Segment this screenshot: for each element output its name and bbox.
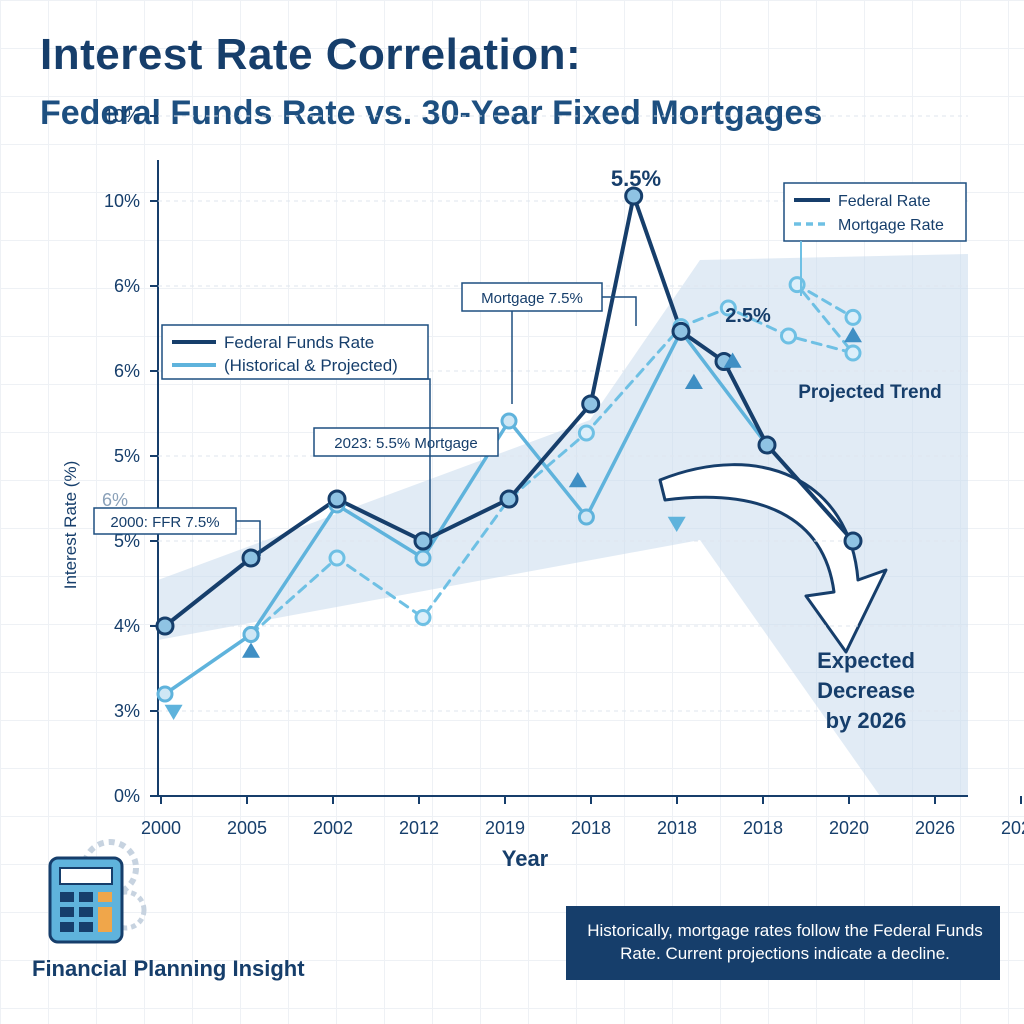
data-point — [500, 412, 518, 430]
callout-2023-text: 2023: 5.5% Mortgage — [334, 435, 477, 452]
legend-left-item-1: Federal Funds Rate — [224, 333, 374, 352]
x-tick-label: 2012 — [399, 818, 439, 838]
x-tick-label: 2002 — [313, 818, 353, 838]
x-tick-label: 2000 — [141, 818, 181, 838]
data-point — [780, 327, 797, 345]
expected-decrease-arrow-icon — [658, 463, 888, 654]
up-triangle-marker — [242, 642, 260, 658]
data-point — [577, 508, 595, 526]
calculator-logo-icon — [48, 839, 147, 944]
data-point — [241, 548, 261, 568]
legend-mortgage-rate: Mortgage Rate — [838, 217, 944, 234]
legend-left: Federal Funds Rate (Historical & Project… — [161, 324, 431, 540]
x-tick-label: 2018 — [571, 818, 611, 838]
data-point — [242, 626, 260, 643]
x-tick-label: 2026 — [1001, 818, 1024, 838]
data-point — [581, 394, 601, 414]
data-point — [499, 489, 519, 509]
data-point — [414, 549, 432, 567]
page-subtitle: Federal Funds Rate vs. 30-Year Fixed Mor… — [40, 94, 823, 132]
y-tick-label: 5% — [114, 531, 140, 551]
x-tick-labels: 2000 2005 2002 2012 2019 2018 2018 2018 2020 2026… — [141, 818, 1024, 838]
legend-top-right: Federal Rate Mortgage Rate — [783, 182, 967, 296]
projected-trend-label: Projected Trend — [798, 382, 942, 403]
y-tick-label: 4% — [114, 616, 140, 636]
trend-band — [158, 254, 968, 796]
y-tick-label: 10% — [104, 191, 140, 211]
x-axis-label: Year — [502, 846, 549, 871]
up-triangle-marker — [684, 373, 703, 390]
legend-left-item-2: (Historical & Projected) — [224, 356, 398, 375]
data-point — [413, 531, 433, 551]
expected-line-1: Expected — [817, 648, 915, 673]
footer-note: Historically, mortgage rates follow the … — [566, 906, 1000, 980]
down-triangle-marker — [667, 516, 686, 532]
data-point — [843, 531, 863, 551]
expected-line-2: Decrease — [817, 678, 915, 703]
y-tick-label: 10% — [104, 106, 140, 126]
x-tick-label: 2020 — [829, 818, 869, 838]
data-point — [844, 308, 862, 326]
y-tick-label: 6% — [114, 361, 140, 381]
y-axis-label: Interest Rate (%) — [61, 461, 80, 590]
y-tick-label: 5% — [114, 446, 140, 466]
data-point — [414, 609, 432, 626]
y-tick-label: 6% — [114, 276, 140, 296]
callout-2000-text: 2000: FFR 7.5% — [110, 514, 219, 531]
y-tick-label: 0% — [114, 786, 140, 806]
down-triangle-marker — [164, 704, 183, 720]
series-line — [163, 329, 769, 696]
legend-federal-rate: Federal Rate — [838, 193, 931, 210]
data-point — [328, 549, 346, 567]
callout-2023: 2023: 5.5% Mortgage — [313, 427, 499, 457]
callout-2000: 2000: FFR 7.5% — [93, 507, 261, 556]
y-tick-labels: 0% 3% 4% 5% 5% 6% 6% 10% 10% — [104, 106, 140, 806]
data-point — [719, 299, 737, 317]
expected-line-3: by 2026 — [826, 708, 907, 733]
stray-tick-label: 6% — [102, 490, 128, 510]
mid-label: 2.5% — [725, 305, 771, 327]
callout-mortgage: Mortgage 7.5% — [461, 282, 637, 404]
data-point — [757, 435, 777, 455]
x-tick-label: 2005 — [227, 818, 267, 838]
data-point — [671, 321, 691, 341]
page-title: Interest Rate Correlation: — [40, 30, 582, 79]
y-tick-label: 3% — [114, 701, 140, 721]
brand-name: Financial Planning Insight — [32, 956, 305, 981]
data-point — [327, 489, 347, 509]
up-triangle-marker — [723, 352, 742, 368]
data-point — [844, 344, 862, 362]
series-markers — [155, 186, 863, 720]
peak-label: 5.5% — [611, 166, 661, 191]
up-triangle-marker — [568, 472, 587, 488]
data-point — [155, 616, 175, 636]
callout-mortgage-text: Mortgage 7.5% — [481, 290, 583, 307]
x-tick-label: 2026 — [915, 818, 955, 838]
expected-decrease-label: Expected Decrease by 2026 — [817, 648, 915, 733]
data-point — [624, 186, 644, 206]
x-tick-label: 2018 — [657, 818, 697, 838]
data-point — [577, 424, 595, 442]
x-tick-label: 2019 — [485, 818, 525, 838]
x-tick-label: 2018 — [743, 818, 783, 838]
data-point — [156, 685, 174, 703]
up-triangle-marker — [844, 327, 862, 343]
